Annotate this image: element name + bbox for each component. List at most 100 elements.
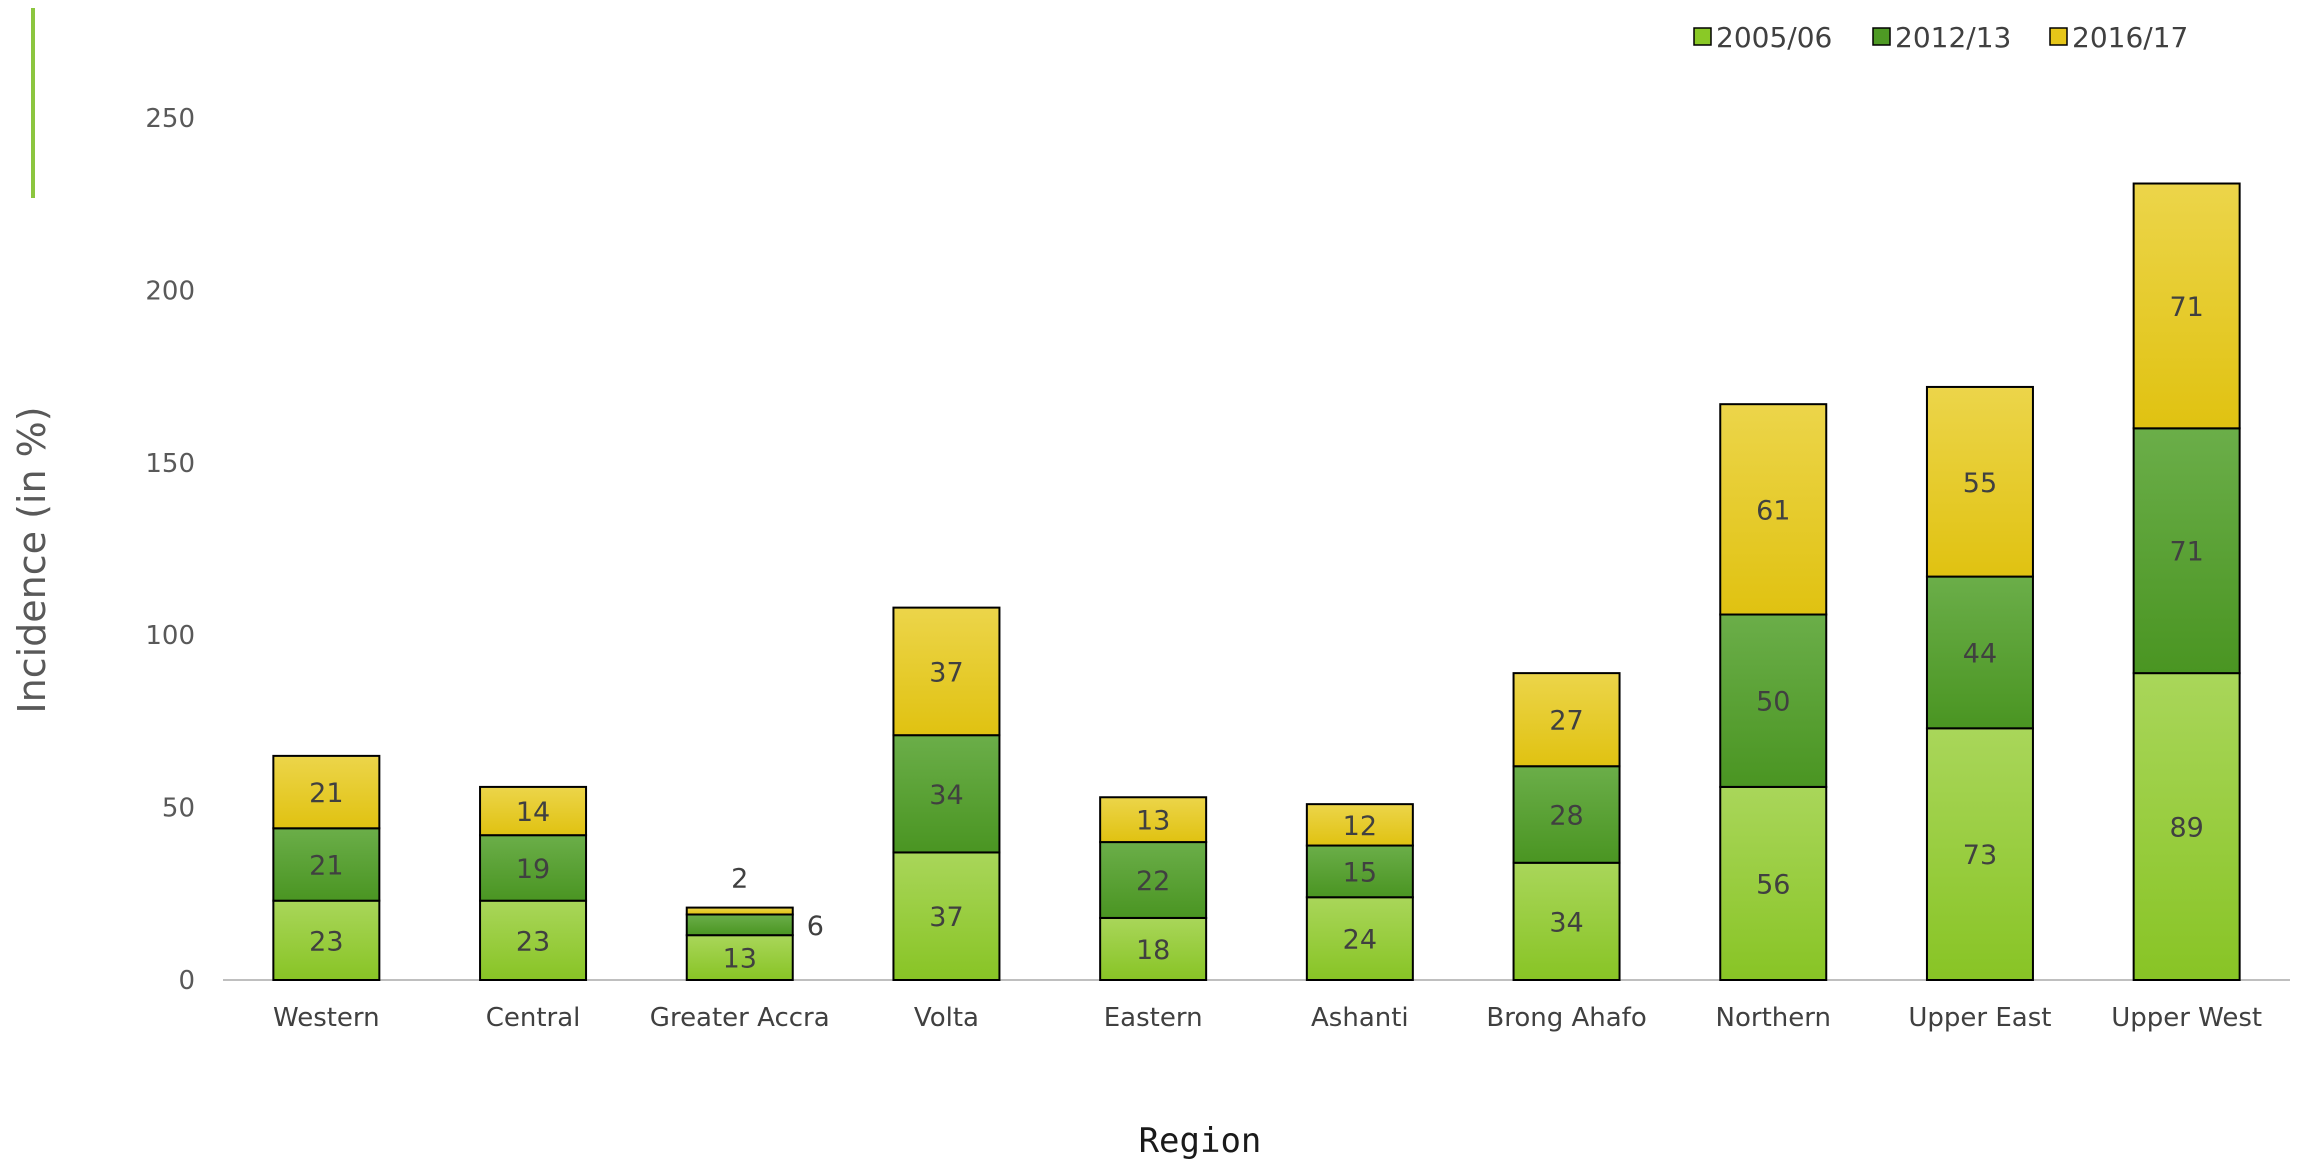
data-label: 21 [309, 778, 343, 809]
x-tick-label: Greater Accra [650, 1003, 830, 1033]
x-tick-label: Eastern [1104, 1003, 1203, 1033]
data-label: 34 [1549, 907, 1583, 938]
data-label: 89 [2169, 813, 2203, 844]
legend-item: 2012/13 [1872, 21, 2011, 54]
x-tick-label: Brong Ahafo [1486, 1003, 1646, 1033]
bar-segment [272, 899, 381, 981]
data-label: 73 [1963, 840, 1997, 871]
bar-segment [1099, 841, 1208, 919]
bar-group: 37 34 37 [892, 606, 1001, 982]
y-tick-label: 200 [145, 276, 195, 306]
legend-swatch [2049, 27, 2068, 46]
bar-group: 18 22 13 [1099, 796, 1208, 981]
y-tick-label: 100 [145, 621, 195, 651]
y-axis: 0 50 100 150 200 250 [145, 104, 195, 996]
bars: 23 21 21 23 19 14 13 6 2 37 34 37 18 22 13 24 15 12 34 28 27… [272, 182, 2241, 982]
bar-segment [1719, 613, 1828, 788]
bar-segment [1925, 385, 2034, 578]
bar-group: 23 21 21 [272, 754, 381, 981]
data-label: 37 [929, 902, 963, 933]
bar-group: 89 71 71 [2132, 182, 2241, 981]
data-label: 2 [731, 864, 748, 895]
x-tick-label: Northern [1716, 1003, 1831, 1033]
data-label: 12 [1343, 811, 1377, 842]
data-label: 37 [929, 657, 963, 688]
bar-segment [892, 851, 1001, 982]
bar-segment [892, 734, 1001, 854]
bar-segment [1719, 403, 1828, 616]
legend-item: 2005/06 [1693, 21, 1832, 54]
data-label: 13 [723, 944, 757, 975]
data-label: 22 [1136, 866, 1170, 897]
legend-label: 2016/17 [2072, 21, 2188, 54]
y-tick-label: 0 [178, 966, 195, 996]
y-axis-label: Incidence (in %) [10, 406, 54, 713]
y-tick-label: 150 [145, 449, 195, 479]
bar-segment [1719, 785, 1828, 981]
data-label: 19 [516, 854, 550, 885]
data-label: 13 [1136, 806, 1170, 837]
bar-segment [479, 785, 588, 837]
data-label: 55 [1963, 468, 1997, 499]
bar-segment [1305, 844, 1414, 899]
bar-segment [2132, 672, 2241, 981]
x-axis: Western Central Greater Accra Volta Eastern A… [273, 1003, 2262, 1033]
data-label: 71 [2169, 292, 2203, 323]
legend-item: 2016/17 [2049, 21, 2188, 54]
legend-label: 2012/13 [1895, 21, 2011, 54]
data-label: 28 [1549, 800, 1583, 831]
x-tick-label: Upper West [2111, 1003, 2262, 1033]
x-tick-label: Western [273, 1003, 380, 1033]
x-tick-label: Central [486, 1003, 581, 1033]
x-tick-label: Ashanti [1311, 1003, 1409, 1033]
legend-label: 2005/06 [1716, 21, 1832, 54]
data-label: 56 [1756, 869, 1790, 900]
data-label: 23 [309, 926, 343, 957]
data-label: 50 [1756, 687, 1790, 718]
bar-segment [1512, 861, 1621, 982]
bar-segment [1512, 672, 1621, 768]
legend: 2005/06 2012/13 2016/17 [1693, 21, 2188, 54]
data-label: 21 [309, 850, 343, 881]
bar-group: 13 6 2 [685, 864, 824, 982]
bar-group: 34 28 27 [1512, 672, 1621, 982]
x-tick-label: Upper East [1908, 1003, 2051, 1033]
data-label: 18 [1136, 935, 1170, 966]
y-tick-label: 50 [162, 794, 195, 824]
bar-segment [1925, 727, 2034, 982]
bar-group: 23 19 14 [479, 785, 588, 981]
y-tick-label: 250 [145, 104, 195, 134]
data-label: 34 [929, 780, 963, 811]
legend-swatch [1872, 27, 1891, 46]
data-label: 14 [516, 797, 550, 828]
bar-segment [1925, 575, 2034, 730]
bar-segment [1512, 765, 1621, 864]
bar-segment [2132, 182, 2241, 430]
bar-segment [1099, 796, 1208, 844]
bar-segment [1305, 803, 1414, 847]
legend-swatch [1693, 27, 1712, 46]
bar-segment [685, 906, 794, 916]
bar-segment [272, 754, 381, 830]
bar-group: 24 15 12 [1305, 803, 1414, 981]
bar-segment [1099, 916, 1208, 981]
bar-segment [479, 899, 588, 981]
data-label: 24 [1343, 925, 1377, 956]
x-axis-label: Region [1139, 1121, 1262, 1161]
data-label: 71 [2169, 537, 2203, 568]
bar-segment [2132, 427, 2241, 675]
bar-group: 56 50 61 [1719, 403, 1828, 981]
bar-segment [685, 913, 794, 937]
data-label: 15 [1343, 857, 1377, 888]
data-label: 44 [1963, 638, 1997, 669]
data-label: 61 [1756, 495, 1790, 526]
data-label: 6 [807, 911, 824, 942]
bar-segment [892, 606, 1001, 737]
bar-segment [685, 934, 794, 982]
bar-group: 73 44 55 [1925, 385, 2034, 982]
bar-segment [1305, 896, 1414, 981]
x-tick-label: Volta [914, 1003, 979, 1033]
data-label: 27 [1549, 706, 1583, 737]
data-label: 23 [516, 926, 550, 957]
